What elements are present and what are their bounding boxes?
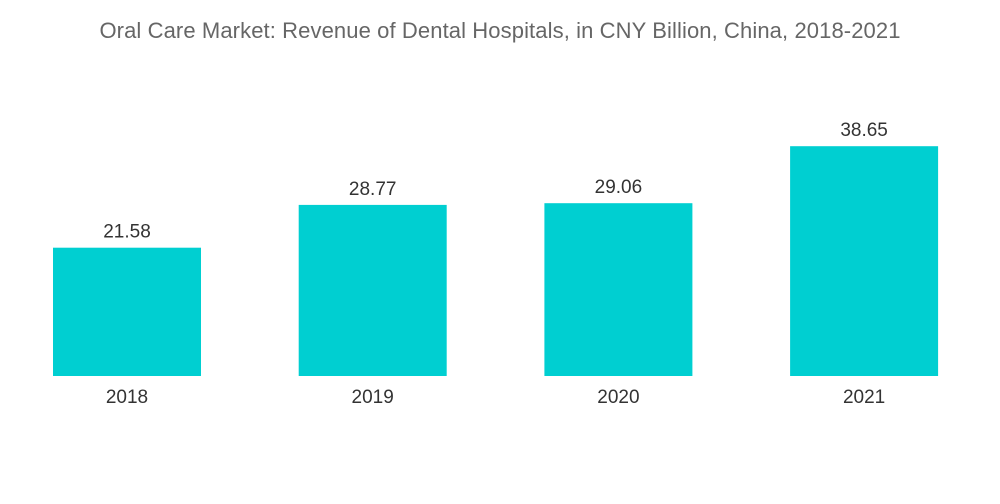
x-tick-label-2018: 2018 [106,387,148,408]
bar-2018 [53,247,201,376]
data-label-2021: 38.65 [840,120,888,141]
bar-2021 [790,146,939,376]
x-tick-label-2020: 2020 [597,387,639,408]
chart-title: Oral Care Market: Revenue of Dental Hosp… [99,18,901,43]
bar-2019 [298,204,447,376]
data-label-2020: 29.06 [595,177,643,198]
x-tick-label-2019: 2019 [352,387,394,408]
data-label-2018: 21.58 [103,222,151,243]
data-label-2019: 28.77 [349,179,397,200]
x-tick-label-2021: 2021 [843,387,885,408]
bar-2020 [544,203,693,376]
